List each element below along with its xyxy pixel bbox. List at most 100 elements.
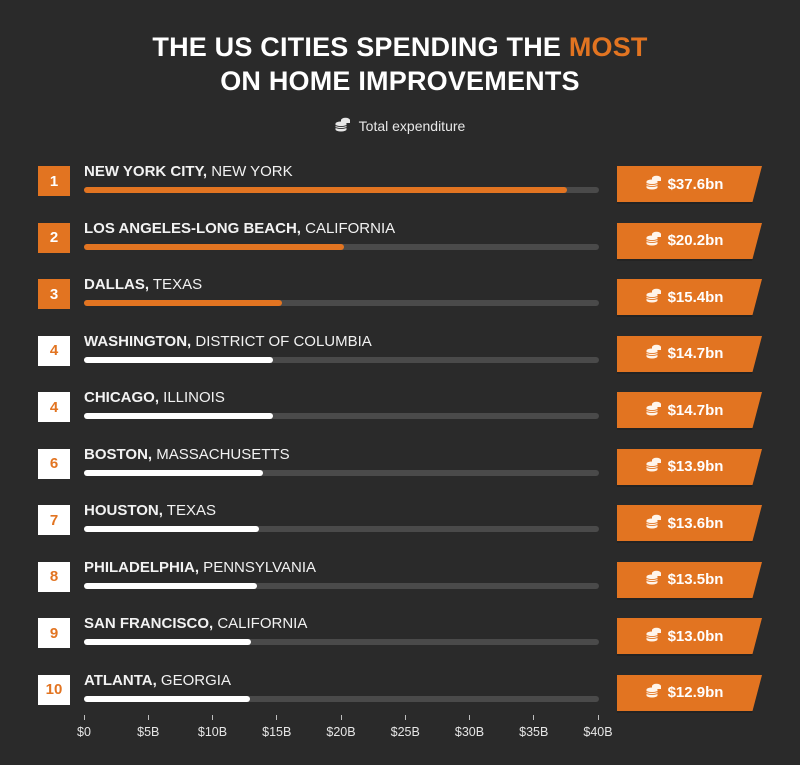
tick-mark — [597, 715, 599, 720]
table-row: 7 HOUSTON, TEXAS — [0, 502, 800, 545]
city-name: ATLANTA, — [84, 671, 157, 689]
value-badge: $20.2bn — [617, 222, 762, 261]
tick-mark — [276, 715, 278, 720]
city-name: WASHINGTON, — [84, 332, 192, 350]
tick-label: $0 — [77, 725, 91, 739]
tick-mark — [212, 715, 213, 720]
table-row: 8 PHILADELPHIA, PENNSYLVANIA — [0, 559, 800, 602]
value-label: $14.7bn — [667, 345, 724, 362]
axis-tick: $15B — [247, 715, 307, 739]
city-label: ATLANTA, GEORGIA — [84, 672, 231, 689]
city-name: CHICAGO, — [84, 389, 159, 406]
table-row: 2 LOS ANGELES-LONG BEACH, CALIFORNIA — [0, 220, 800, 263]
city-label: DALLAS, TEXAS — [84, 276, 202, 293]
table-row: 10 ATLANTA, GEORGIA — [0, 672, 800, 715]
city-name: DALLAS, — [84, 276, 149, 293]
city-label: NEW YORK CITY, NEW YORK — [84, 163, 293, 180]
badge-shape-icon — [617, 335, 762, 374]
badge-shape-icon — [617, 166, 762, 204]
bar-fill — [84, 187, 568, 193]
bar-fill — [84, 356, 273, 363]
city-name: PHILADELPHIA, — [84, 558, 200, 576]
badge-shape-icon — [617, 279, 762, 317]
city-label: HOUSTON, TEXAS — [84, 502, 216, 519]
table-row: 4 WASHINGTON, DISTRICT OF COLUMBIA — [0, 332, 800, 376]
rank-badge: 2 — [38, 222, 70, 253]
state-name: TEXAS — [162, 502, 216, 519]
tick-mark — [83, 715, 85, 720]
state-name: NEW YORK — [207, 163, 293, 180]
value-badge: $13.6bn — [617, 505, 762, 543]
city-label: LOS ANGELES-LONG BEACH, CALIFORNIA — [84, 220, 395, 237]
value-label: $37.6bn — [667, 175, 724, 193]
tick-label: $40B — [583, 725, 613, 739]
table-row: 9 SAN FRANCISCO, CALIFORNIA — [0, 615, 800, 658]
value-label: $15.4bn — [667, 288, 724, 306]
state-name: DISTRICT OF COLUMBIA — [191, 332, 372, 350]
rank-number: 4 — [49, 342, 59, 359]
coins-icon — [645, 175, 662, 194]
value-label: $20.2bn — [667, 232, 724, 249]
bar-track — [84, 356, 599, 363]
axis-tick: $30B — [440, 715, 500, 739]
tick-mark — [340, 715, 342, 720]
tick-label: $20B — [326, 725, 356, 739]
tick-mark — [469, 715, 470, 720]
value-badge: $12.9bn — [617, 674, 762, 713]
value-badge: $37.6bn — [617, 166, 762, 204]
axis-tick: $0 — [54, 715, 114, 739]
rank-number: 3 — [49, 285, 59, 303]
axis-tick: $40B — [568, 715, 628, 739]
value-label: $13.0bn — [667, 627, 724, 645]
value-badge: $13.5bn — [617, 561, 762, 600]
city-label: CHICAGO, ILLINOIS — [84, 389, 225, 406]
axis-tick: $20B — [311, 715, 371, 739]
tick-label: $15B — [262, 725, 292, 739]
coins-icon — [645, 457, 662, 476]
bar-track — [84, 413, 599, 419]
bar-fill — [84, 695, 250, 702]
state-name: ILLINOIS — [159, 389, 225, 406]
badge-shape-icon — [617, 448, 762, 487]
rank-number: 2 — [49, 229, 59, 246]
value-badge: $13.0bn — [617, 618, 762, 656]
coins-icon — [645, 401, 662, 420]
rank-badge: 4 — [38, 335, 70, 366]
city-label: PHILADELPHIA, PENNSYLVANIA — [84, 559, 316, 576]
value-badge: $14.7bn — [617, 335, 762, 374]
rank-number: 10 — [45, 681, 63, 698]
city-name: SAN FRANCISCO, — [84, 615, 214, 632]
bar-fill — [84, 526, 259, 532]
badge-shape-icon — [617, 618, 762, 656]
table-row: 6 BOSTON, MASSACHUSETTS — [0, 446, 800, 489]
tick-label: $35B — [519, 725, 549, 739]
axis-tick: $35B — [504, 715, 564, 739]
badge-shape-icon — [617, 674, 762, 713]
rank-badge: 10 — [38, 674, 70, 705]
city-label: SAN FRANCISCO, CALIFORNIA — [84, 615, 307, 632]
tick-label: $30B — [454, 725, 485, 739]
bar-track — [84, 300, 599, 306]
city-name: LOS ANGELES-LONG BEACH, — [84, 219, 301, 237]
state-name: PENNSYLVANIA — [199, 558, 316, 576]
value-badge: $13.9bn — [617, 448, 762, 487]
rank-badge: 4 — [38, 392, 70, 422]
state-name: CALIFORNIA — [300, 219, 396, 237]
coins-icon — [645, 514, 662, 533]
coins-icon — [645, 231, 662, 250]
coins-icon — [335, 117, 351, 135]
rank-badge: 8 — [38, 561, 70, 592]
tick-label: $5B — [137, 725, 160, 739]
table-row: 1 NEW YORK CITY, NEW YORK — [0, 163, 800, 206]
bar-track — [84, 582, 599, 589]
bar-track — [84, 243, 599, 250]
title-line-1: THE US CITIES SPENDING THE MOST — [0, 30, 800, 64]
tick-mark — [404, 715, 406, 720]
x-axis: $0 $5B $10B $15B $20B $25B $30B $35B $40… — [0, 715, 800, 755]
city-name: NEW YORK CITY, — [84, 163, 208, 180]
bar-fill — [84, 300, 282, 306]
coins-icon — [645, 570, 662, 589]
table-row: 3 DALLAS, TEXAS — [0, 276, 800, 319]
rank-badge: 6 — [38, 448, 70, 479]
rank-number: 6 — [49, 455, 59, 472]
